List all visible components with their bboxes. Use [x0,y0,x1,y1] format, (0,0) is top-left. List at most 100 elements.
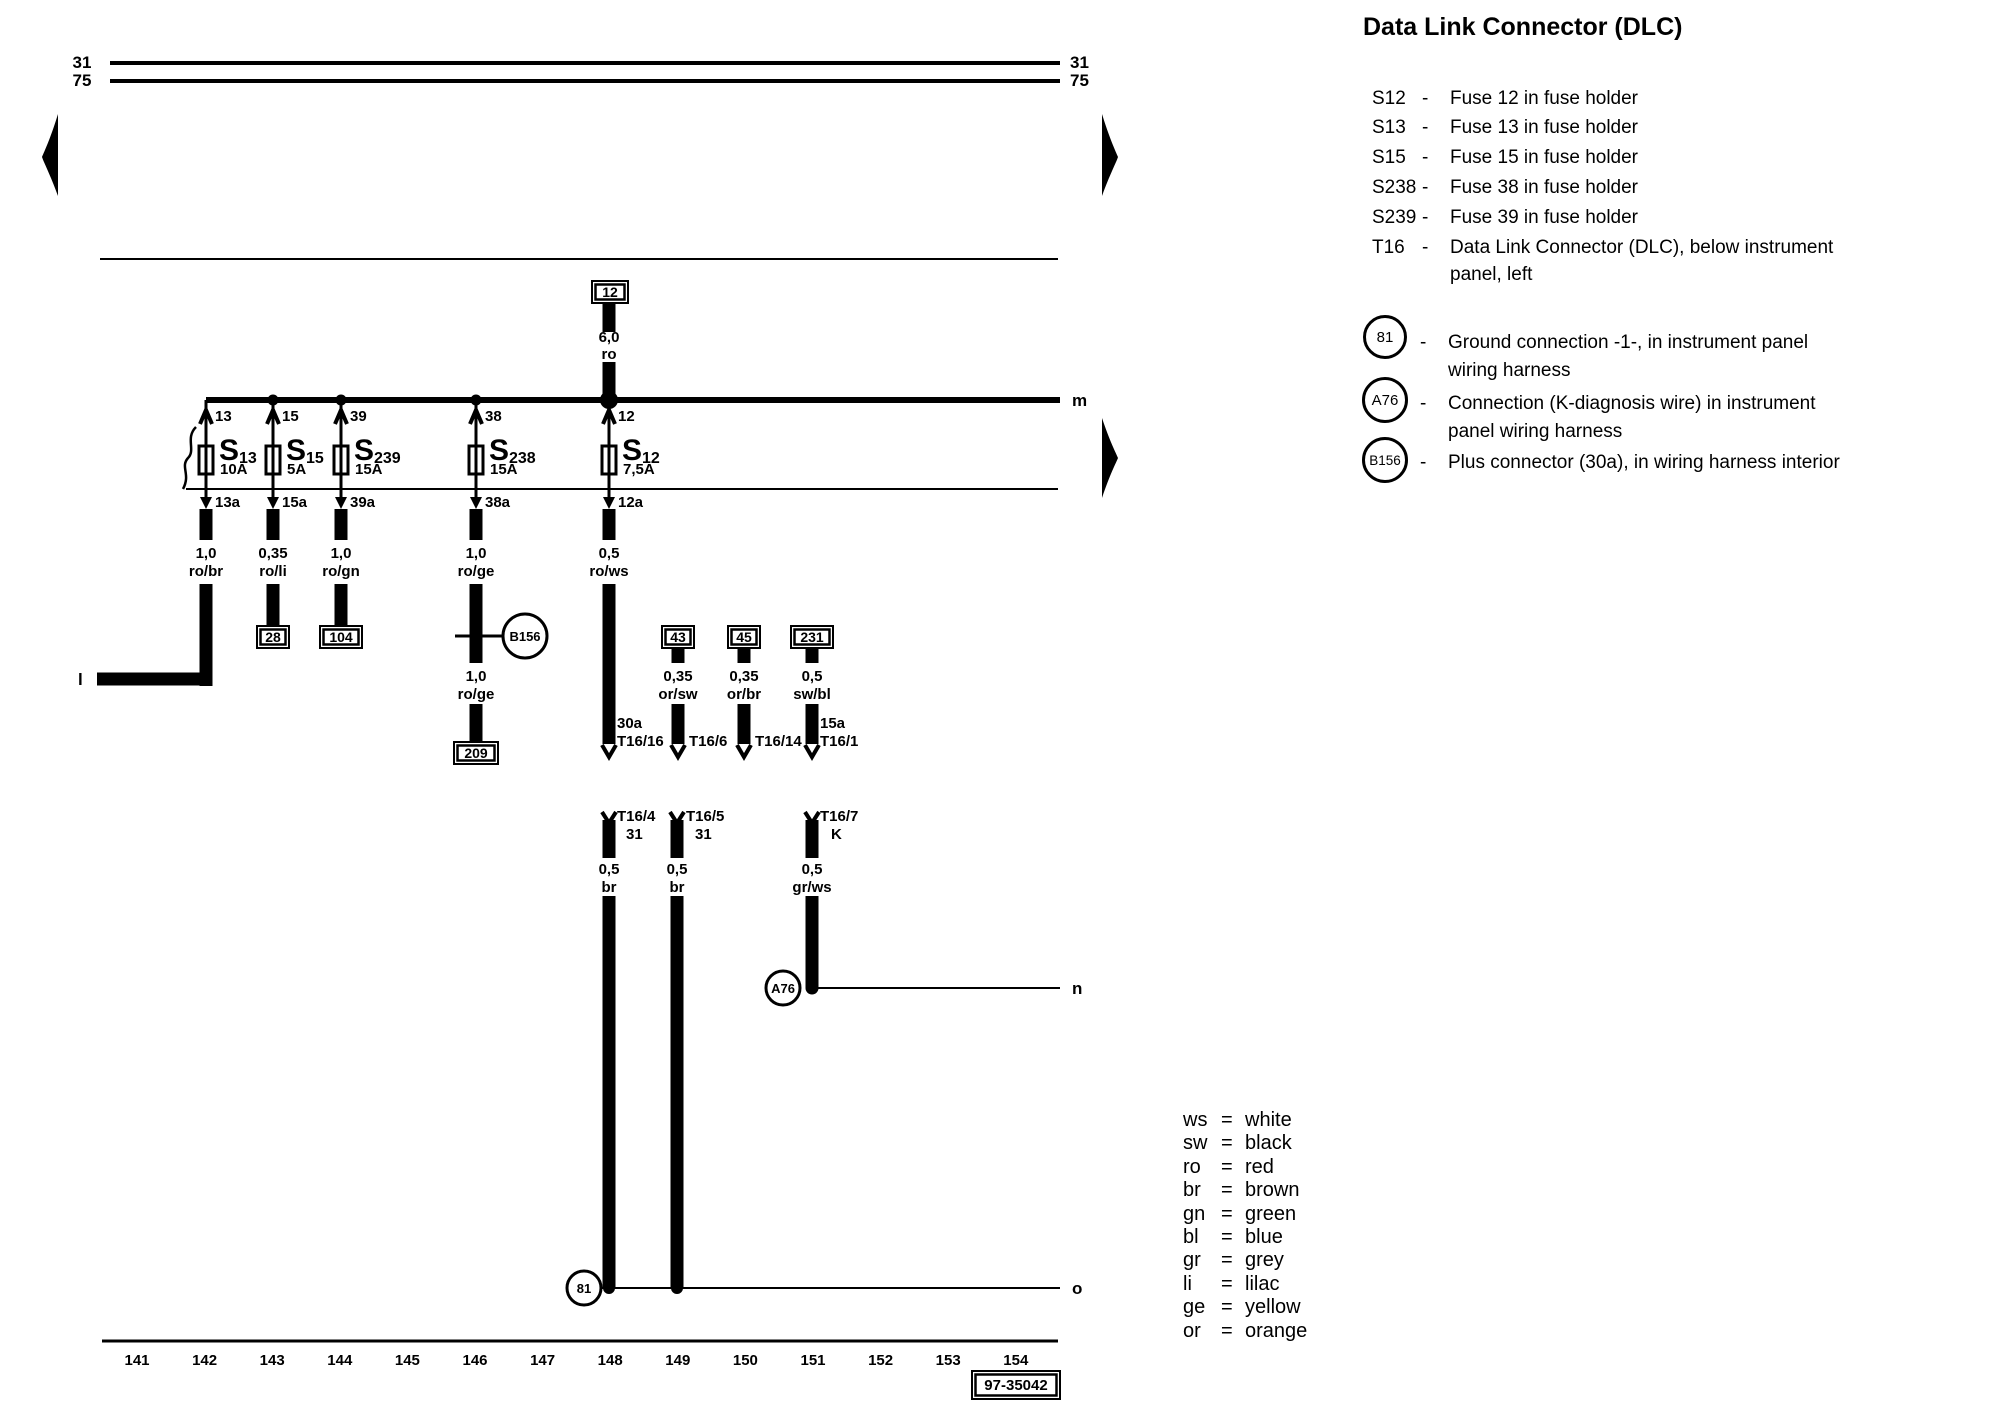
connection-desc-line: Ground connection -1-, in instrument pan… [1448,332,1809,353]
component-row-S13: S13- Fuse 13 in fuse holder [1372,114,1638,141]
component-desc-line: Fuse 13 in fuse holder [1450,117,1639,138]
term-15: 15 [282,408,299,425]
equals-sign: = [1221,1202,1233,1225]
wire-gauge-15: 0,35 [258,545,288,562]
wire-color-231: sw/bl [793,686,831,703]
pin-15a: 15a [820,715,846,732]
term-13: 13 [215,408,232,425]
legend-dash: - [1420,452,1427,473]
fuse-name-S12: S [622,434,643,467]
feed-wire-color: ro [601,346,617,363]
box-209-number: 209 [464,745,488,761]
wire-color-38: ro/ge [457,563,495,580]
color-name: orange [1245,1319,1308,1342]
fuse-amp-15: 5A [287,461,307,478]
terminal-arrow-down-icon [470,497,482,509]
equals-sign: = [1221,1132,1233,1155]
track-number-145: 145 [394,1352,420,1369]
legend-dash: - [1420,332,1427,353]
component-desc-line: Fuse 39 in fuse holder [1450,207,1639,228]
wire-color-t16-7: gr/ws [792,879,832,896]
fuse-sub-239: 239 [374,450,401,467]
pin-arrow-t16-7-icon [803,810,821,827]
pin-30a: 30a [617,715,643,732]
component-desc-line: panel, left [1450,264,1533,285]
component-row-S12: S12- Fuse 12 in fuse holder [1372,85,1638,112]
pin-t16-4-term: 31 [626,826,643,843]
color-name: grey [1245,1249,1284,1272]
terminal-arrow-down-icon [200,497,212,509]
wire-gauge-12: 0,5 [598,545,620,562]
component-desc-line: Data Link Connector (DLC), below instrum… [1450,237,1834,258]
color-abbr: ws [1183,1109,1208,1131]
rail-31-label-right: 31 [1070,53,1089,72]
component-desc-line: Fuse 12 in fuse holder [1450,88,1639,109]
connection-desc-line: Plus connector (30a), in wiring harness … [1448,452,1840,473]
fuse-name-S13: S [219,434,240,467]
pin-t16-1: T16/1 [820,733,859,750]
color-abbr: gr [1183,1249,1201,1272]
terminal-arrow-up-icon [468,404,484,425]
color-abbr: br [1183,1179,1201,1202]
color-code-row-gr: gr = grey [1183,1250,1284,1270]
fuse-name-S239: S [354,434,375,467]
pin-t16-6: T16/6 [689,733,728,750]
fuse-sub-238: 238 [509,450,536,467]
section-marker-n: n [1072,979,1083,998]
legend-circle-B156: B156 [1362,437,1408,483]
ground-junction-dot [671,1282,683,1294]
box-104-number: 104 [329,629,353,645]
pin-arrow-t16-4-icon [600,810,618,827]
wire-gauge-38b: 1,0 [465,668,487,685]
color-code-row-ws: ws = white [1183,1110,1292,1130]
track-number-151: 151 [800,1352,826,1369]
wire-gauge-39: 1,0 [330,545,352,562]
harness-arrow-right-top-icon [1102,114,1118,196]
connection-desc-line: panel wiring harness [1448,421,1623,442]
junction-box-12 [591,280,629,304]
a76-junction-dot [805,981,819,995]
term-39a: 39a [350,494,376,511]
color-code-row-ge: ge = yellow [1183,1297,1301,1317]
equals-sign: = [1221,1179,1233,1202]
legend-dash: - [1422,237,1429,258]
wire-gauge-t16-4: 0,5 [598,861,620,878]
terminal-arrow-up-icon [265,404,281,425]
track-number-150: 150 [732,1352,758,1369]
diagram-number: 97-35042 [984,1377,1048,1394]
term-38a: 38a [485,494,511,511]
rail-75-label-right: 75 [1070,71,1089,90]
connection-desc-81: Ground connection -1-, in instrument pan… [1448,329,1808,385]
component-desc: Data Link Connector (DLC), below instrum… [1450,234,1833,288]
color-code-row-sw: sw = black [1183,1133,1292,1153]
legend-dash: - [1422,88,1429,109]
component-key: S13 [1372,117,1406,138]
pin-t16-7: T16/7 [820,808,859,825]
box-231-number: 231 [800,629,824,645]
section-marker-l: l [78,670,83,689]
component-desc: Fuse 13 in fuse holder [1450,114,1638,141]
wire-color-38b: ro/ge [457,686,495,703]
fuse-amp-13: 10A [220,461,248,478]
component-key: S15 [1372,147,1406,168]
fuse-columns [97,400,618,744]
section-marker-m: m [1072,391,1088,410]
equals-sign: = [1221,1155,1233,1178]
wire-gauge-38: 1,0 [465,545,487,562]
component-key: S12 [1372,88,1406,109]
color-abbr: bl [1183,1226,1199,1248]
color-code-row-li: li = lilac [1183,1274,1279,1294]
pin-t16-5: T16/5 [686,808,725,825]
pin-t16-16: T16/16 [617,733,664,750]
color-name: white [1245,1109,1292,1131]
component-row-T16: T16- Data Link Connector (DLC), below ins… [1372,234,1833,288]
track-number-146: 146 [462,1352,488,1369]
rail-75-label-left: 75 [72,71,92,90]
equals-sign: = [1221,1226,1233,1248]
color-name: black [1245,1132,1292,1155]
feed-wire-gauge: 6,0 [598,329,620,346]
box-43-number: 43 [670,629,686,645]
color-code-row-ro: ro = red [1183,1157,1274,1177]
